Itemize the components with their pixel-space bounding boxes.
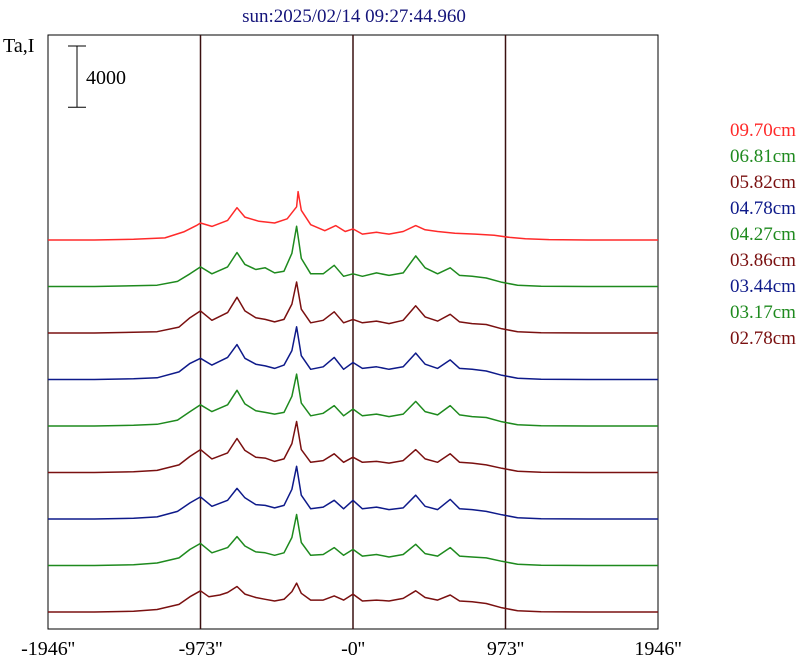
legend-entry-05.82cm: 05.82cm (730, 172, 796, 193)
series-line-03.44cm (48, 465, 658, 520)
x-tick-label-1: -973'' (179, 638, 223, 660)
x-tick-label-2: -0'' (341, 638, 365, 660)
x-tick-label-0: -1946'' (21, 638, 75, 660)
legend-entry-09.70cm: 09.70cm (730, 120, 796, 141)
legend-entry-02.78cm: 02.78cm (730, 328, 796, 349)
series-line-05.82cm (48, 281, 658, 334)
x-tick-label-4: 1946'' (634, 638, 681, 660)
series-line-02.78cm (48, 582, 658, 613)
legend-entry-03.17cm: 03.17cm (730, 302, 796, 323)
legend-entry-04.78cm: 04.78cm (730, 198, 796, 219)
series-line-04.78cm (48, 326, 658, 381)
series-line-09.70cm (48, 190, 658, 241)
chart-title: sun:2025/02/14 09:27:44.960 (242, 6, 466, 27)
series-line-06.81cm (48, 225, 658, 288)
x-tick-label-3: 973'' (487, 638, 524, 660)
x-tick-labels: -1946'' -973'' -0'' 973'' 1946'' (21, 638, 682, 660)
scale-bar-label: 4000 (86, 67, 126, 89)
y-axis-label: Ta,I (3, 35, 34, 57)
vertical-reference-lines (199, 35, 507, 629)
series-line-03.86cm (48, 420, 658, 474)
legend-entry-03.86cm: 03.86cm (730, 250, 796, 271)
legend-entry-06.81cm: 06.81cm (730, 146, 796, 167)
legend: 09.70cm 06.81cm 05.82cm 04.78cm 04.27cm 03.86… (730, 120, 796, 349)
legend-entry-03.44cm: 03.44cm (730, 276, 796, 297)
series-line-03.17cm (48, 513, 658, 567)
series-line-04.27cm (48, 373, 658, 427)
series-group (48, 190, 658, 613)
intensity-scale-bar: 4000 (68, 45, 126, 108)
legend-entry-04.27cm: 04.27cm (730, 224, 796, 245)
